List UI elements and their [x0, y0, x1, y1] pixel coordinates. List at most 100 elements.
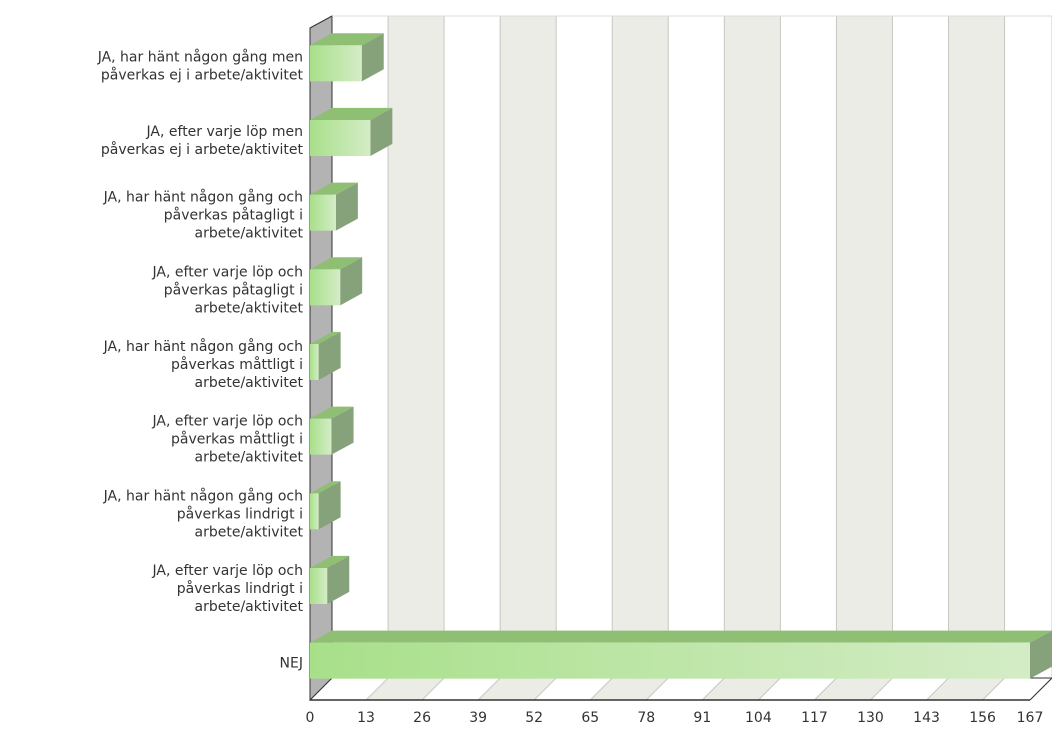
floor-grid-line	[645, 677, 669, 701]
grid-band	[500, 16, 557, 678]
floor-grid-line	[926, 677, 949, 701]
grid-band	[948, 16, 1005, 678]
x-tick-label: 0	[306, 710, 315, 726]
bar-side	[340, 257, 363, 306]
floor-right-edge	[1029, 677, 1052, 701]
grid-band	[444, 16, 501, 678]
x-tick-label: 130	[857, 710, 884, 726]
bar-side	[1030, 630, 1052, 679]
bar-top	[310, 555, 350, 568]
bar-side	[318, 481, 341, 530]
x-tick-label: 91	[693, 710, 711, 726]
x-tick-labels: 0 13 26 39 52 65 78 91 104 117 130 143 156 167	[306, 710, 1044, 726]
bar-front	[310, 344, 319, 380]
floor-band	[926, 678, 1005, 700]
bar	[310, 555, 350, 604]
category-labels: JA, har hänt någon gång men påverkas ej i…	[97, 48, 304, 671]
category-label: JA, efter varje löp och påverkas påtaglig…	[152, 264, 304, 316]
x-tick-label: 13	[357, 710, 375, 726]
x-tick-label: 156	[969, 710, 996, 726]
plot-background	[310, 16, 1052, 700]
grid-band	[836, 16, 893, 678]
x-tick-label: 167	[1017, 710, 1044, 726]
floor-band	[422, 678, 501, 700]
floor-grid-line	[814, 677, 837, 701]
x-tick-label: 143	[913, 710, 940, 726]
category-label: JA, efter varje löp och påverkas lindrigt…	[152, 563, 304, 615]
grid-band	[780, 16, 837, 678]
bar-top	[310, 481, 341, 494]
bar	[310, 257, 363, 306]
bar-top	[310, 33, 384, 46]
bar-front	[310, 120, 371, 156]
bar-top	[310, 107, 393, 120]
bar-top	[310, 257, 363, 270]
floor-band	[310, 678, 389, 700]
floor-grid-line	[701, 677, 725, 701]
grid-lines	[309, 16, 1052, 701]
x-tick-label: 65	[581, 710, 599, 726]
floor-grid-line	[870, 677, 893, 701]
floor-band	[814, 678, 893, 700]
bar	[310, 33, 384, 82]
category-label: JA, har hänt någon gång men påverkas ej i…	[97, 48, 304, 83]
grid-band	[668, 16, 725, 678]
floor-grid-line	[533, 677, 557, 701]
bar-front	[310, 568, 328, 604]
floor-band	[646, 678, 725, 700]
bar-side	[361, 33, 384, 82]
bar-side	[370, 107, 393, 156]
grid-band	[612, 16, 669, 678]
category-label: JA, efter varje löp och påverkas måttligt…	[152, 414, 304, 466]
grid-band	[556, 16, 613, 678]
bar-side	[327, 555, 350, 604]
x-tick-label: 39	[469, 710, 487, 726]
bar-top	[310, 331, 341, 344]
floor-band	[534, 678, 613, 700]
floor-band	[702, 678, 781, 700]
category-label: JA, efter varje löp men påverkas ej i arb…	[101, 124, 304, 158]
bar	[310, 107, 393, 156]
category-label: JA, har hänt någon gång och påverkas mått…	[103, 338, 304, 391]
bar-top	[310, 630, 1052, 643]
floor-band	[870, 678, 949, 700]
bar-front	[310, 418, 332, 455]
floor-grid-line	[589, 677, 613, 701]
floor-grid-line	[365, 677, 389, 701]
x-tick-label: 117	[801, 710, 828, 726]
floor-band	[590, 678, 669, 700]
grid-band	[724, 16, 781, 678]
grid-band	[892, 16, 949, 678]
bar-front	[310, 194, 336, 231]
bar	[310, 630, 1052, 679]
floor-grid-line	[477, 677, 501, 701]
category-label: NEJ	[280, 656, 303, 672]
floor-grid-line	[421, 677, 445, 701]
floor-band	[982, 678, 1052, 700]
category-label: JA, har hänt någon gång och påverkas lind…	[103, 487, 304, 540]
grid-band	[1004, 16, 1052, 678]
floor-grid-line	[758, 677, 781, 701]
bar-front	[310, 642, 1030, 679]
bar	[310, 182, 358, 231]
bar-front	[310, 269, 341, 306]
floor-band	[478, 678, 557, 700]
bar-side	[331, 406, 354, 455]
grid-band	[388, 16, 445, 678]
bar	[310, 406, 354, 455]
floor-grid-line	[982, 677, 1005, 701]
bar	[310, 481, 341, 530]
bar-front	[310, 45, 362, 82]
x-tick-label: 26	[413, 710, 431, 726]
bars	[310, 33, 1052, 679]
bar	[310, 331, 341, 380]
floor-band	[366, 678, 445, 700]
bar-side	[318, 331, 341, 380]
bar-front	[310, 493, 319, 530]
x-tick-label: 78	[637, 710, 655, 726]
bar-top	[310, 406, 354, 419]
x-tick-label: 52	[525, 710, 543, 726]
bar-side	[335, 182, 358, 231]
category-label: JA, har hänt någon gång och påverkas påta…	[103, 189, 304, 242]
